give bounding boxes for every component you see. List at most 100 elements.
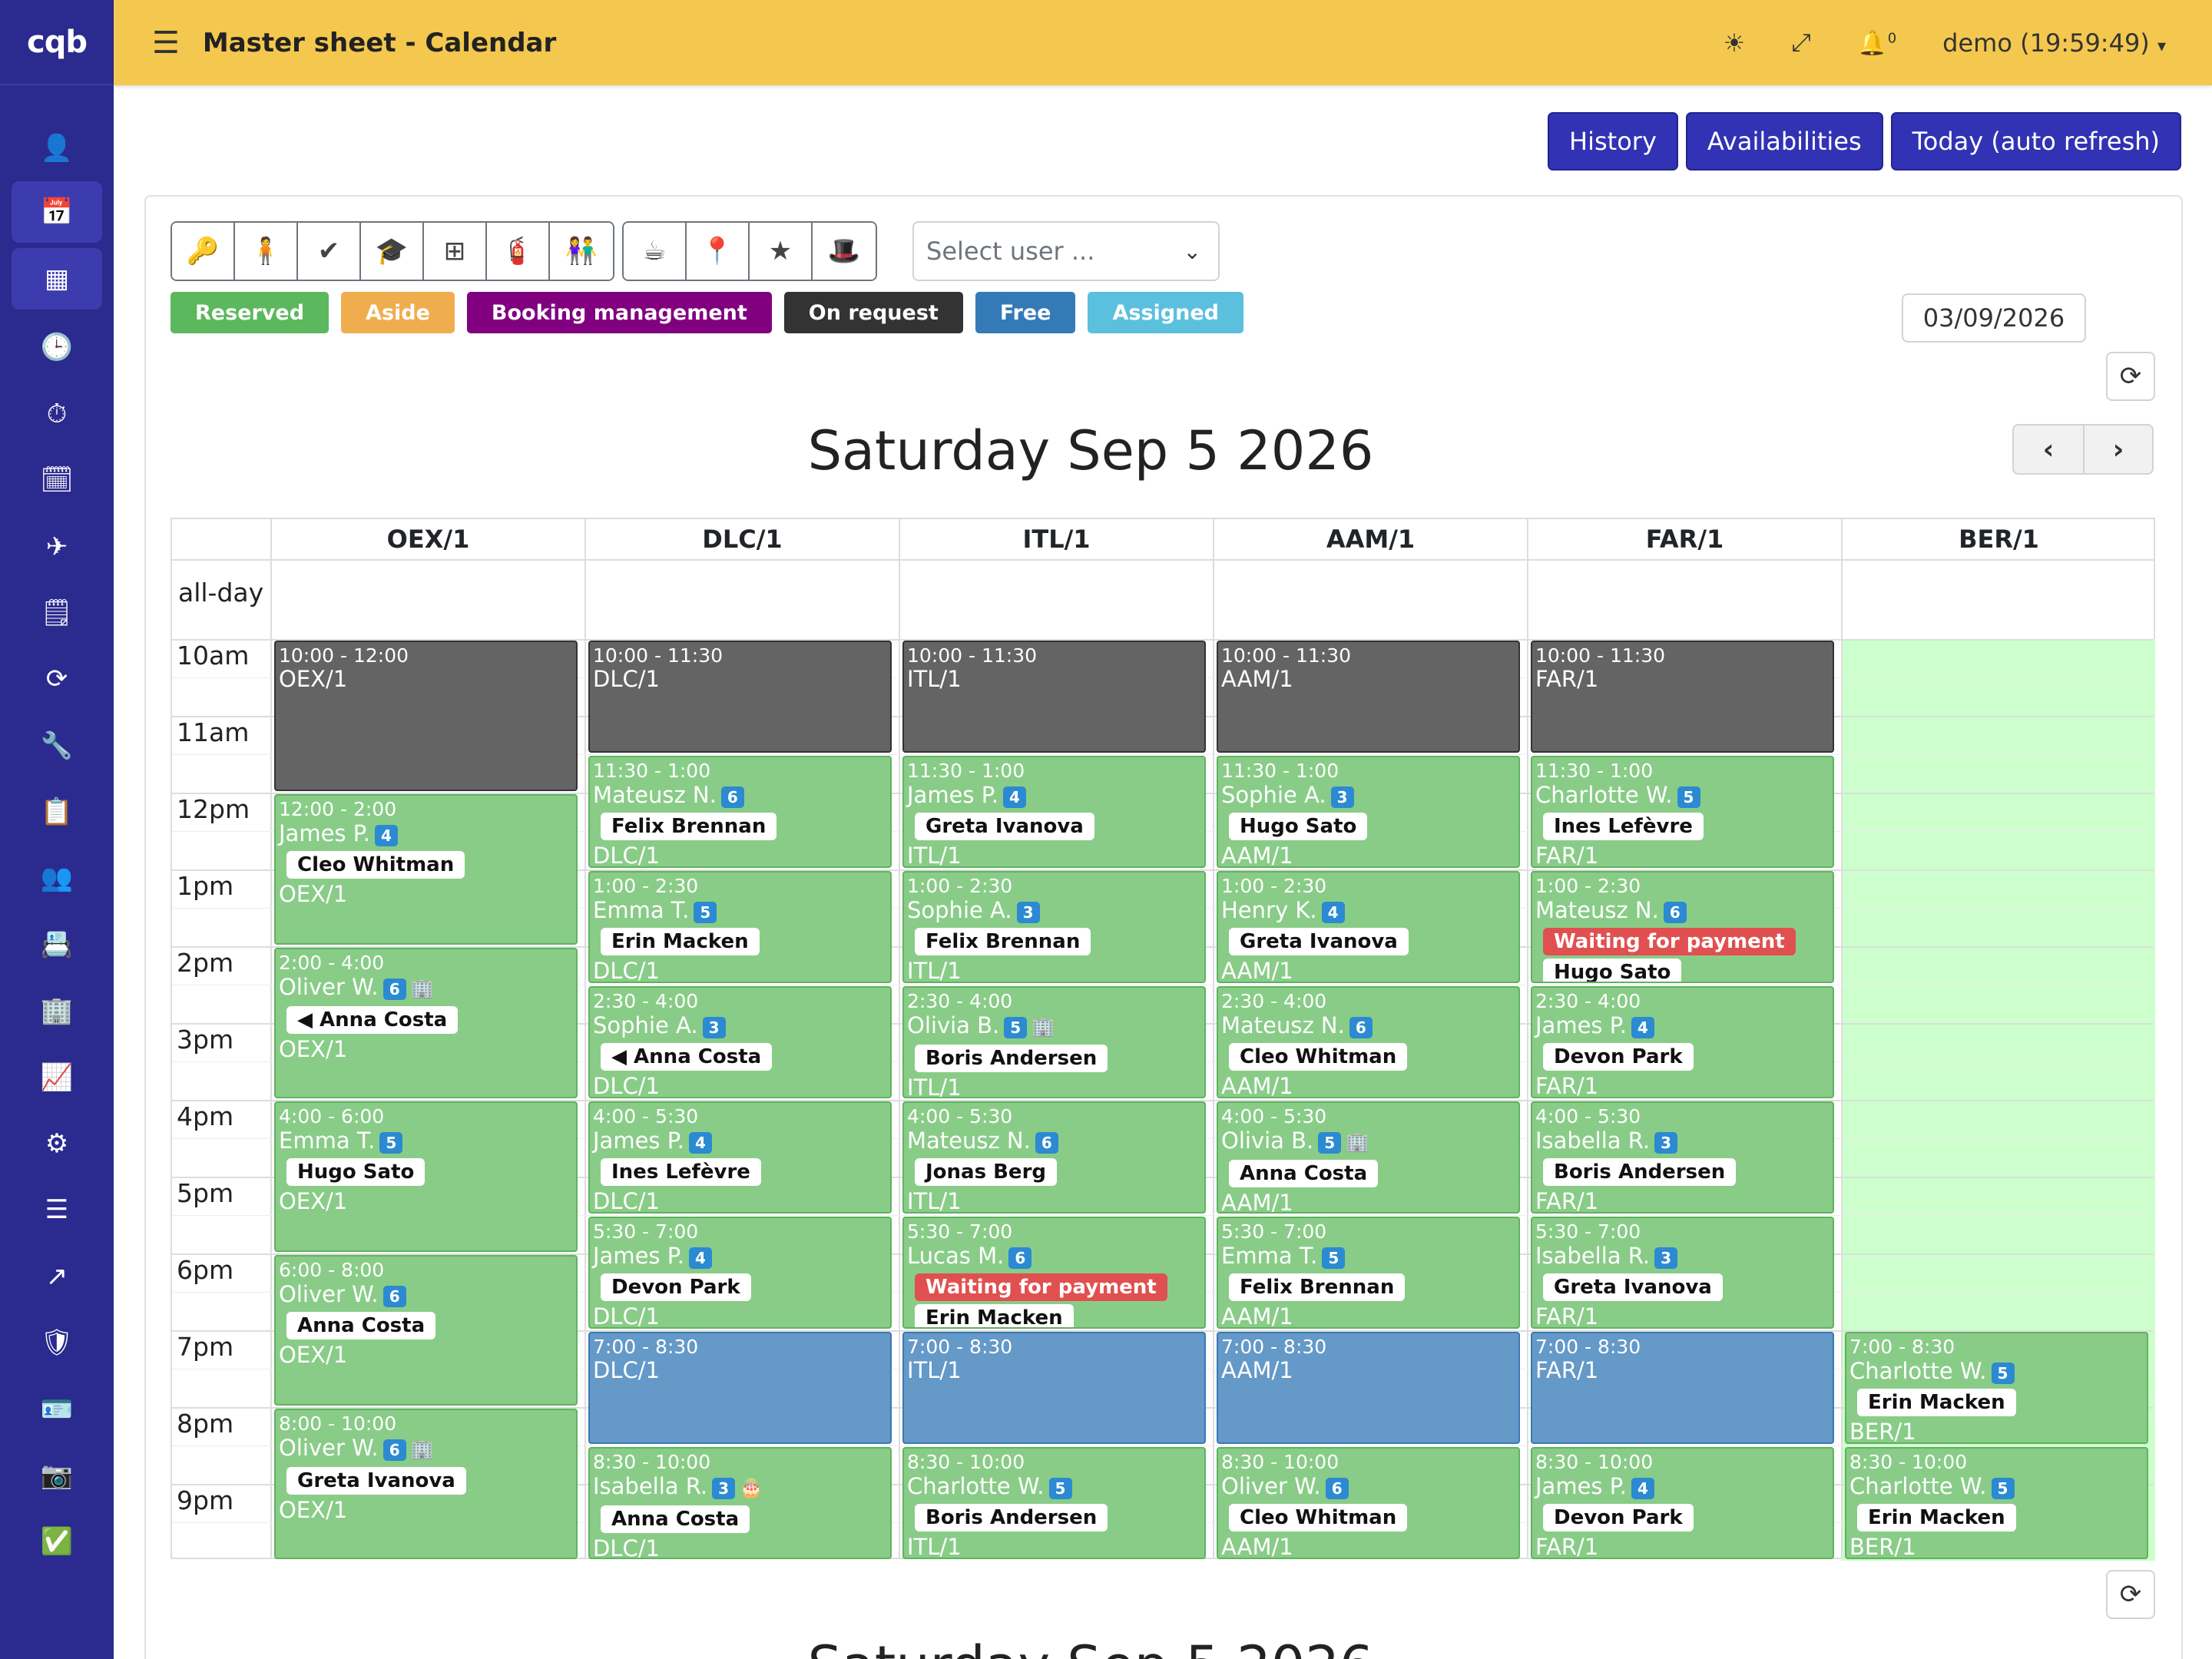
calendar-event[interactable]: 8:30 - 10:00 Charlotte W. 5 Boris Andersen I… xyxy=(902,1447,1206,1559)
sidebar-item-note[interactable]: 🗒 xyxy=(0,580,114,646)
sidebar-item-clipboard-check[interactable]: ✅ xyxy=(0,1508,114,1575)
instructor-badge: Felix Brennan xyxy=(915,928,1091,955)
theme-toggle-icon[interactable]: ☀ xyxy=(1723,28,1746,58)
event-client: Sophie A. 3 xyxy=(593,1012,887,1038)
marker-icon[interactable]: 📍 xyxy=(687,223,750,280)
calendar-event[interactable]: 2:00 - 4:00 Oliver W. 6 🏢 ◀ Anna Costa OEX/1 xyxy=(274,948,578,1098)
coffee-icon[interactable]: ☕ xyxy=(624,223,687,280)
calendar-event[interactable]: 8:00 - 10:00 Oliver W. 6 🏢 Greta Ivanova OEX/… xyxy=(274,1409,578,1559)
calendar-event[interactable]: 8:30 - 10:00 Isabella R. 3 🎂 Anna Costa DLC/1 xyxy=(588,1447,892,1559)
sidebar-item-calendar[interactable]: 📅 xyxy=(12,181,102,243)
notifications-bell-icon[interactable]: 🔔0 xyxy=(1856,28,1897,58)
calendar-event[interactable]: 4:00 - 5:30 Mateusz N. 6 Jonas Berg ITL/1 xyxy=(902,1101,1206,1214)
calendar-event[interactable]: 5:30 - 7:00 James P. 4 Devon Park DLC/1 xyxy=(588,1217,892,1329)
calendar-event[interactable]: 6:00 - 8:00 Oliver W. 6 Anna Costa OEX/1 xyxy=(274,1255,578,1406)
calendar-event[interactable]: 11:30 - 1:00 Charlotte W. 5 Ines Lefèvre FAR… xyxy=(1531,756,1834,868)
calendar-event[interactable]: 8:30 - 10:00 Oliver W. 6 Cleo Whitman AAM/1 xyxy=(1217,1447,1520,1559)
sidebar-item-camera[interactable]: 📷 xyxy=(0,1442,114,1508)
calendar-event[interactable]: 7:00 - 8:30 Charlotte W. 5 Erin Macken BER/1 xyxy=(1845,1332,2148,1444)
calendar-event[interactable]: 1:00 - 2:30 Emma T. 5 Erin Macken DLC/1 xyxy=(588,871,892,983)
client-name: Oliver W. xyxy=(1221,1473,1321,1499)
sidebar-item-external-link[interactable]: ↗ xyxy=(0,1243,114,1310)
calendar-event[interactable]: 8:30 - 10:00 James P. 4 Devon Park FAR/1 xyxy=(1531,1447,1834,1559)
client-name: Mateusz N. xyxy=(907,1128,1031,1154)
sidebar-item-clock[interactable]: 🕒 xyxy=(0,314,114,380)
sidebar-item-users[interactable]: 👥 xyxy=(0,845,114,911)
app-logo[interactable]: cqb xyxy=(0,0,114,85)
key-icon[interactable]: 🔑 xyxy=(172,223,235,280)
user-select-placeholder: Select user ... xyxy=(926,237,1095,266)
person-icon[interactable]: 🧍 xyxy=(235,223,298,280)
calendar-event[interactable]: 10:00 - 11:30 DLC/1 xyxy=(588,641,892,753)
calendar-event[interactable]: 2:30 - 4:00 Sophie A. 3 ◀ Anna Costa DLC/1 xyxy=(588,986,892,1098)
sidebar-item-user[interactable]: 👤 xyxy=(0,115,114,181)
calendar-event[interactable]: 1:00 - 2:30 Mateusz N. 6 Waiting for paymen… xyxy=(1531,871,1834,983)
user-menu[interactable]: demo (19:59:49) ▾ xyxy=(1942,28,2166,58)
calendar-event[interactable]: 5:30 - 7:00 Lucas M. 6 Waiting for payment E… xyxy=(902,1217,1206,1329)
calendar-event[interactable]: 10:00 - 11:30 ITL/1 xyxy=(902,641,1206,753)
sidebar-item-building[interactable]: 🏢 xyxy=(0,978,114,1044)
calendar-event[interactable]: 7:00 - 8:30 AAM/1 xyxy=(1217,1332,1520,1444)
sidebar-item-calendar-check[interactable]: 🗓 xyxy=(0,447,114,513)
refresh-icon[interactable]: ⟳ xyxy=(2106,352,2155,401)
calendar-event[interactable]: 2:30 - 4:00 Mateusz N. 6 Cleo Whitman AAM/1 xyxy=(1217,986,1520,1098)
sidebar-item-stopwatch[interactable]: ⏱ xyxy=(0,381,114,447)
next-day-button[interactable]: › xyxy=(2083,424,2154,475)
calendar-event[interactable]: 7:00 - 8:30 FAR/1 xyxy=(1531,1332,1834,1444)
history-button[interactable]: History xyxy=(1548,112,1678,171)
legend-free: Free xyxy=(975,292,1076,333)
participant-count: 6 xyxy=(382,1439,406,1461)
sidebar-item-table[interactable]: ▦ xyxy=(12,247,102,310)
calendar-event[interactable]: 11:30 - 1:00 James P. 4 Greta Ivanova ITL/1 xyxy=(902,756,1206,868)
refresh-icon-bottom[interactable]: ⟳ xyxy=(2106,1570,2155,1619)
prev-day-button[interactable]: ‹ xyxy=(2012,424,2083,475)
calendar-event[interactable]: 7:00 - 8:30 DLC/1 xyxy=(588,1332,892,1444)
calendar-event[interactable]: 4:00 - 6:00 Emma T. 5 Hugo Sato OEX/1 xyxy=(274,1101,578,1252)
sidebar-item-shield[interactable]: 🛡 xyxy=(0,1310,114,1376)
calendar-event[interactable]: 1:00 - 2:30 Sophie A. 3 Felix Brennan ITL/1 xyxy=(902,871,1206,983)
calendar-event[interactable]: 2:30 - 4:00 Olivia B. 5 🏢 Boris Andersen ITL/… xyxy=(902,986,1206,1098)
user-select[interactable]: Select user ... ⌄ xyxy=(912,221,1220,281)
calendar-event[interactable]: 4:00 - 5:30 Olivia B. 5 🏢 Anna Costa AAM/1 xyxy=(1217,1101,1520,1214)
availabilities-button[interactable]: Availabilities xyxy=(1685,112,1883,171)
sidebar-item-list[interactable]: ☰ xyxy=(0,1177,114,1243)
sidebar-item-contact-book[interactable]: 📇 xyxy=(0,912,114,978)
legend-reserved: Reserved xyxy=(171,292,329,333)
first-aid-icon[interactable]: ⊞ xyxy=(424,223,487,280)
calendar-event[interactable]: 8:30 - 10:00 Charlotte W. 5 Erin Macken BER/… xyxy=(1845,1447,2148,1559)
sidebar-item-id-card[interactable]: 🪪 xyxy=(0,1376,114,1442)
participant-count: 6 xyxy=(720,786,744,808)
graduation-cap-icon[interactable]: 🎓 xyxy=(361,223,424,280)
calendar-event[interactable]: 10:00 - 12:00 OEX/1 xyxy=(274,641,578,791)
calendar-event[interactable]: 10:00 - 11:30 FAR/1 xyxy=(1531,641,1834,753)
instructor-badge: Erin Macken xyxy=(915,1304,1074,1327)
fire-extinguisher-icon[interactable]: 🧯 xyxy=(487,223,550,280)
calendar-event[interactable]: 2:30 - 4:00 James P. 4 Devon Park FAR/1 xyxy=(1531,986,1834,1098)
event-resource-code: ITL/1 xyxy=(907,1075,962,1098)
sidebar-item-plane[interactable]: ✈ xyxy=(0,513,114,579)
date-input[interactable]: 03/09/2026 xyxy=(1902,293,2086,343)
sidebar-item-clipboard[interactable]: 📋 xyxy=(0,779,114,845)
sidebar-item-wrench[interactable]: 🔧 xyxy=(0,713,114,779)
check-icon[interactable]: ✔ xyxy=(298,223,361,280)
user-hat-icon[interactable]: 🎩 xyxy=(813,223,876,280)
star-icon[interactable]: ★ xyxy=(750,223,813,280)
calendar-event[interactable]: 12:00 - 2:00 James P. 4 Cleo Whitman OEX/1 xyxy=(274,794,578,945)
calendar-event[interactable]: 7:00 - 8:30 ITL/1 xyxy=(902,1332,1206,1444)
calendar-event[interactable]: 11:30 - 1:00 Sophie A. 3 Hugo Sato AAM/1 xyxy=(1217,756,1520,868)
sidebar-item-chart[interactable]: 📈 xyxy=(0,1044,114,1110)
today-auto-refresh-button[interactable]: Today (auto refresh) xyxy=(1890,112,2181,171)
calendar-event[interactable]: 11:30 - 1:00 Mateusz N. 6 Felix Brennan DLC/… xyxy=(588,756,892,868)
calendar-event[interactable]: 4:00 - 5:30 Isabella R. 3 Boris Andersen FAR… xyxy=(1531,1101,1834,1214)
calendar-event[interactable]: 4:00 - 5:30 James P. 4 Ines Lefèvre DLC/1 xyxy=(588,1101,892,1214)
calendar-event[interactable]: 1:00 - 2:30 Henry K. 4 Greta Ivanova AAM/1 xyxy=(1217,871,1520,983)
people-icon[interactable]: 👫 xyxy=(550,223,613,280)
sidebar-item-gear[interactable]: ⚙ xyxy=(0,1111,114,1177)
menu-toggle-icon[interactable]: ☰ xyxy=(152,25,180,61)
calendar-event[interactable]: 5:30 - 7:00 Isabella R. 3 Greta Ivanova FAR/… xyxy=(1531,1217,1834,1329)
sidebar-item-sync[interactable]: ⟳ xyxy=(0,646,114,712)
legend-assigned: Assigned xyxy=(1088,292,1243,333)
fullscreen-icon[interactable]: ⤢ xyxy=(1791,28,1811,57)
calendar-event[interactable]: 10:00 - 11:30 AAM/1 xyxy=(1217,641,1520,753)
calendar-event[interactable]: 5:30 - 7:00 Emma T. 5 Felix Brennan AAM/1 xyxy=(1217,1217,1520,1329)
